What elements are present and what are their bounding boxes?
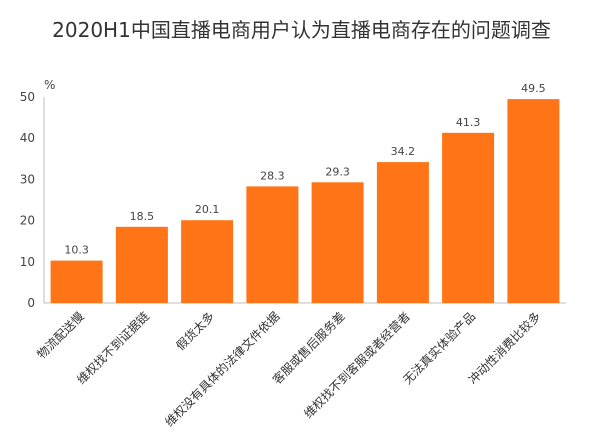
chart-title: 2020H1中国直播电商用户认为直播电商存在的问题调查 bbox=[52, 18, 551, 42]
y-tick-label: 50 bbox=[20, 90, 35, 104]
bar-value-label: 29.3 bbox=[325, 165, 350, 178]
y-axis-unit-label: % bbox=[44, 78, 55, 92]
bar bbox=[442, 132, 495, 303]
bar-value-label: 49.5 bbox=[521, 82, 546, 95]
bar bbox=[181, 220, 234, 303]
bars bbox=[50, 99, 560, 303]
bar bbox=[311, 182, 364, 303]
y-tick-label: 10 bbox=[20, 255, 35, 269]
bar bbox=[50, 260, 103, 303]
bar-value-label: 20.1 bbox=[195, 203, 220, 216]
bar-value-label: 41.3 bbox=[456, 116, 481, 129]
bar-value-label: 28.3 bbox=[260, 169, 285, 182]
y-tick-label: 30 bbox=[20, 172, 35, 186]
bar bbox=[376, 162, 429, 303]
y-tick-label: 20 bbox=[20, 214, 35, 228]
x-category-label: 物流配送慢 bbox=[34, 309, 87, 362]
data-labels: 10.3 18.5 20.1 28.3 29.3 34.2 41.3 49.5 bbox=[64, 82, 545, 257]
y-axis-ticks: 0 10 20 30 40 50 bbox=[20, 90, 35, 310]
x-category-label: 维权没有具体的法律文件依据 bbox=[162, 309, 283, 430]
bar bbox=[115, 226, 168, 303]
x-category-label: 维权找不到客服或者经营者 bbox=[301, 309, 413, 421]
bar bbox=[246, 186, 299, 303]
y-tick-label: 0 bbox=[27, 296, 35, 310]
bar-value-label: 34.2 bbox=[391, 145, 416, 158]
bar-value-label: 18.5 bbox=[130, 210, 155, 223]
bar-value-label: 10.3 bbox=[64, 244, 89, 257]
bar bbox=[507, 99, 560, 303]
y-tick-label: 40 bbox=[20, 131, 35, 145]
x-category-label: 假货太多 bbox=[173, 309, 218, 354]
